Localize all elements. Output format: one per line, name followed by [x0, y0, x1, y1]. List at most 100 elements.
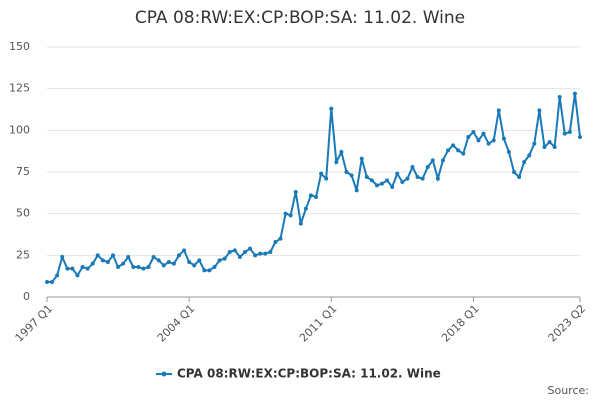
data-point [491, 138, 496, 143]
data-point [420, 176, 425, 181]
data-point [100, 258, 105, 263]
data-point [298, 221, 303, 226]
data-point [70, 266, 75, 271]
data-point [385, 178, 390, 183]
data-point [278, 236, 283, 241]
data-point [344, 170, 349, 174]
legend-label: CPA 08:RW:EX:CP:BOP:SA: 11.02. Wine [177, 367, 441, 381]
y-tick-label: 50 [16, 207, 30, 220]
data-point [303, 206, 308, 211]
data-point [141, 266, 146, 271]
data-point [45, 280, 49, 284]
data-point [283, 211, 288, 216]
data-point [227, 250, 232, 254]
data-point [232, 248, 237, 253]
data-point [80, 265, 85, 269]
data-point [567, 130, 572, 134]
data-point [440, 158, 445, 163]
data-point [319, 171, 324, 176]
y-tick-label: 125 [9, 82, 30, 95]
data-point [334, 160, 339, 164]
x-tick-label: 1997 Q1 [13, 302, 56, 345]
data-point [430, 158, 435, 163]
data-point [222, 256, 227, 261]
data-point [512, 170, 517, 174]
data-point [390, 185, 395, 189]
data-point [380, 181, 385, 186]
data-point [182, 248, 187, 253]
data-point [146, 265, 151, 269]
x-tick-label: 2004 Q1 [155, 302, 198, 345]
data-point [537, 108, 542, 113]
data-point [456, 148, 461, 153]
data-point [50, 280, 55, 284]
data-point [308, 193, 313, 198]
y-tick-label: 75 [16, 165, 30, 178]
data-point [161, 263, 166, 268]
data-point [354, 188, 359, 193]
data-point [258, 251, 263, 256]
data-point [55, 273, 60, 278]
data-point [85, 266, 90, 271]
legend-dot [161, 371, 167, 377]
x-tick-label: 2011 Q1 [297, 302, 340, 345]
data-point [293, 190, 298, 194]
data-point [75, 273, 80, 278]
data-point [90, 261, 95, 266]
data-point [527, 153, 532, 158]
data-point [522, 160, 527, 164]
data-point [95, 253, 100, 258]
data-point [126, 255, 131, 259]
data-point [202, 268, 207, 273]
data-point [116, 265, 121, 269]
data-point [131, 265, 136, 269]
data-point [217, 258, 222, 263]
y-tick-label: 0 [23, 290, 30, 303]
data-point [557, 95, 562, 99]
data-point [415, 175, 420, 179]
data-point [197, 258, 202, 263]
data-point [136, 265, 141, 269]
data-point [329, 106, 334, 111]
data-point [339, 150, 344, 154]
data-point [110, 253, 115, 258]
data-point [359, 156, 364, 161]
data-point [242, 250, 247, 254]
data-point [273, 240, 278, 244]
data-point [324, 176, 329, 181]
data-point [486, 141, 491, 146]
data-point [425, 165, 430, 169]
data-point [176, 253, 181, 258]
data-point [471, 130, 476, 134]
data-point [517, 175, 522, 179]
data-point [446, 148, 451, 153]
chart-title: CPA 08:RW:EX:CP:BOP:SA: 11.02. Wine [135, 8, 465, 28]
data-point [400, 180, 405, 184]
data-point [552, 145, 557, 149]
data-point [501, 136, 506, 141]
data-point [121, 261, 126, 266]
x-tick-label: 2018 Q1 [439, 302, 482, 345]
data-point [532, 141, 537, 146]
data-point [268, 250, 273, 254]
data-point [476, 138, 481, 143]
data-point [248, 246, 253, 251]
data-point [166, 260, 171, 264]
data-point [288, 213, 293, 218]
data-point [212, 265, 217, 269]
data-point [451, 143, 456, 148]
data-point [410, 165, 415, 169]
data-point [364, 175, 369, 179]
data-point [374, 183, 379, 188]
data-point [207, 268, 212, 273]
data-point [369, 178, 374, 183]
data-point [171, 261, 176, 266]
data-point [192, 263, 197, 268]
data-point [405, 176, 410, 181]
data-point [435, 176, 440, 181]
data-point [578, 135, 582, 139]
data-point [156, 258, 161, 263]
data-point [461, 151, 466, 156]
